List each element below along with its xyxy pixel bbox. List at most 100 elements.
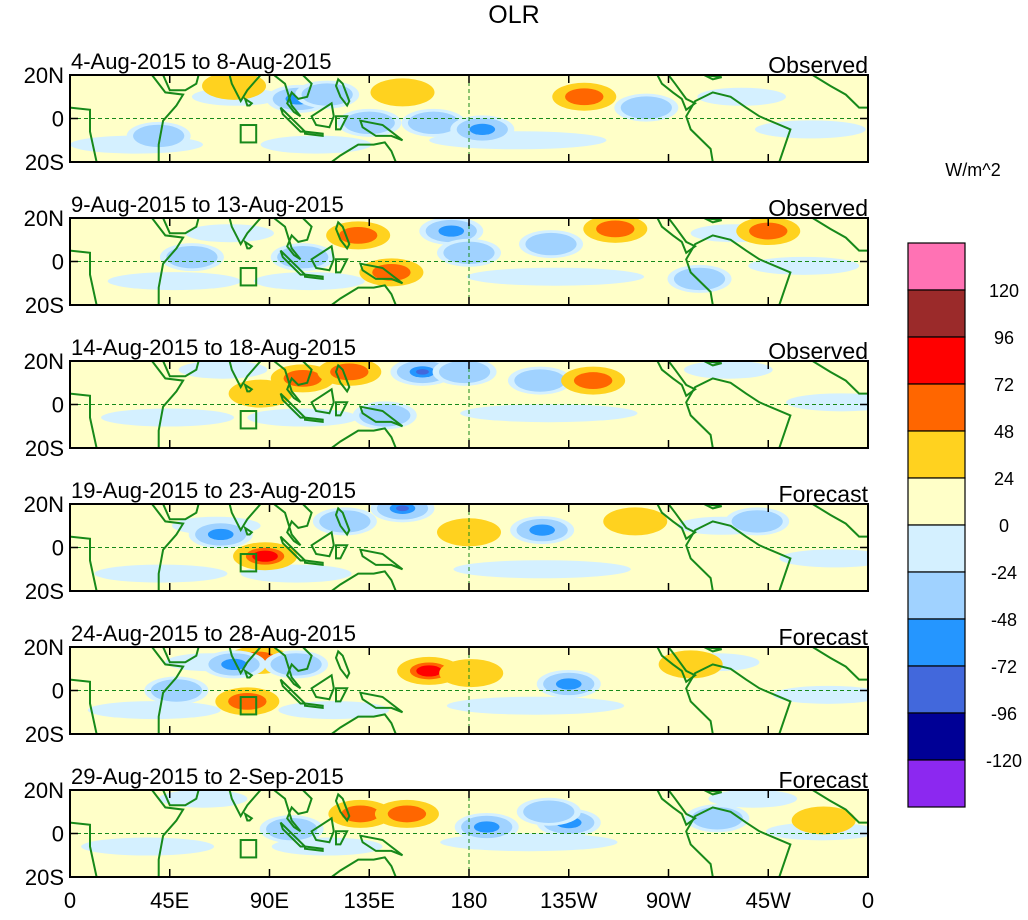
coastline xyxy=(269,647,313,690)
coastline xyxy=(279,106,308,133)
coastline xyxy=(656,361,698,398)
background-anomaly xyxy=(466,267,645,286)
anomaly-3-8-level-2 xyxy=(235,382,287,405)
coastline xyxy=(810,218,868,252)
y-tick-label: 0 xyxy=(52,536,64,561)
background-anomaly xyxy=(786,393,868,412)
coastline xyxy=(243,96,254,107)
coastline xyxy=(329,141,397,162)
panel-label: Forecast xyxy=(779,624,869,650)
y-tick-label: 20N xyxy=(24,778,64,803)
coastline xyxy=(329,856,397,877)
panel-period: 9-Aug-2015 to 13-Aug-2015 xyxy=(71,192,344,217)
x-tick-label: 135W xyxy=(540,888,598,913)
coastline xyxy=(269,790,313,833)
coastline xyxy=(703,790,722,796)
coastline xyxy=(304,559,324,567)
coastline xyxy=(358,262,404,285)
anomaly-2-10-level-3 xyxy=(680,270,719,288)
anomaly-6-2-level-3 xyxy=(387,805,427,823)
panel-4: 20N 0 20S 19-Aug-2015 to 23-Aug-2015 Forecas… xyxy=(24,478,869,604)
background-anomaly xyxy=(253,272,365,291)
coastline xyxy=(334,792,351,823)
anomaly-6-3-level-4 xyxy=(473,821,500,833)
x-tick-label: 45W xyxy=(746,888,791,913)
coastline xyxy=(334,220,351,251)
panel-period: 14-Aug-2015 to 18-Aug-2015 xyxy=(71,335,356,360)
panel-label: Observed xyxy=(768,338,868,364)
anomaly-6-6-level-3 xyxy=(698,809,737,827)
anomaly-1-6-level-4 xyxy=(469,123,496,135)
panel-5: 20N 0 20S 24-Aug-2015 to 28-Aug-2015 Forecas… xyxy=(24,621,869,747)
coastline xyxy=(334,77,351,108)
coastline xyxy=(243,668,254,679)
anomaly-6-7-level-2 xyxy=(798,809,850,832)
colorbar-swatch xyxy=(907,383,966,432)
coastline xyxy=(656,75,698,112)
y-tick-label: 20S xyxy=(25,293,64,318)
x-tick-label: 45E xyxy=(150,888,189,913)
colorbar-label: -96 xyxy=(991,704,1017,724)
colorbar-label: 24 xyxy=(994,469,1014,489)
coastline xyxy=(207,218,262,247)
coastline xyxy=(334,363,351,394)
colorbar-swatch xyxy=(907,430,966,479)
background-anomaly xyxy=(779,549,868,568)
coastline xyxy=(656,504,698,541)
background-anomaly xyxy=(772,685,868,704)
coastline xyxy=(310,530,335,558)
y-tick-label: 20N xyxy=(24,492,64,517)
coastline xyxy=(304,130,324,138)
anomaly-5-4-level-4 xyxy=(416,665,442,677)
coastline xyxy=(685,91,792,162)
coastline xyxy=(358,691,404,714)
anomaly-2-9-level-2 xyxy=(166,245,218,269)
anomaly-1-8-level-3 xyxy=(627,99,666,117)
anomaly-2-6-level-3 xyxy=(596,220,635,238)
colorbar-label: 120 xyxy=(989,281,1019,301)
coastline xyxy=(269,218,313,261)
panel-1: 20N 0 20S 4-Aug-2015 to 8-Aug-2015 Observed xyxy=(24,49,869,175)
colorbar-label: -120 xyxy=(986,751,1022,771)
panel-period: 4-Aug-2015 to 8-Aug-2015 xyxy=(71,49,332,74)
coastline xyxy=(334,506,351,537)
y-tick-label: 0 xyxy=(52,393,64,418)
coastline xyxy=(656,790,698,827)
colorbar-swatch xyxy=(907,571,966,620)
coastline xyxy=(358,405,404,428)
y-tick-label: 20S xyxy=(25,436,64,461)
coastline xyxy=(162,790,200,807)
coastline xyxy=(685,377,792,448)
coastline xyxy=(329,570,397,591)
coastline xyxy=(279,392,308,419)
coastline xyxy=(304,416,324,424)
panel-3: 20N 0 20S 14-Aug-2015 to 18-Aug-2015 Observe… xyxy=(24,335,869,461)
coastline xyxy=(329,713,397,734)
coastline xyxy=(70,647,185,734)
anomaly-4-6-level-2 xyxy=(609,510,661,533)
coastline xyxy=(243,525,254,536)
chart-title: OLR xyxy=(488,1,540,29)
coastline xyxy=(162,361,200,378)
colorbar-swatch xyxy=(907,618,966,667)
coastline xyxy=(70,361,185,448)
coastline xyxy=(335,115,349,131)
coastline xyxy=(310,387,335,415)
anomaly-5-6-level-4 xyxy=(555,678,582,690)
anomaly-4-5-level-4 xyxy=(529,524,555,536)
coastline xyxy=(279,678,308,705)
y-tick-label: 0 xyxy=(52,679,64,704)
x-tick-label: 0 xyxy=(862,888,874,913)
y-tick-label: 0 xyxy=(52,822,64,847)
colorbar-label: 0 xyxy=(999,516,1009,536)
panel-2: 20N 0 20S 9-Aug-2015 to 13-Aug-2015 Observed xyxy=(24,192,869,318)
coastline xyxy=(279,535,308,562)
coastline xyxy=(685,234,792,305)
coastline xyxy=(162,218,200,235)
colorbar-label: -24 xyxy=(991,563,1017,583)
coastline xyxy=(310,673,335,701)
coastline xyxy=(810,361,868,395)
anomaly-3-5-level-3 xyxy=(520,372,560,389)
background-anomaly xyxy=(107,272,241,291)
x-tick-label: 180 xyxy=(451,888,488,913)
